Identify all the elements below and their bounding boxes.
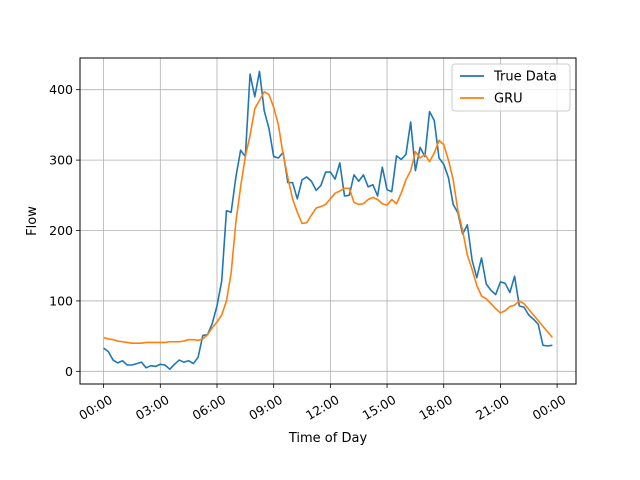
x-tick-label: 06:00 xyxy=(190,392,229,423)
x-tick-label: 00:00 xyxy=(530,392,569,423)
y-tick-label: 400 xyxy=(49,82,73,97)
x-tick-label: 15:00 xyxy=(360,392,399,423)
legend-label: True Data xyxy=(493,70,557,85)
x-tick-label: 00:00 xyxy=(76,392,115,423)
x-axis-label: Time of Day xyxy=(288,431,368,446)
y-tick-label: 100 xyxy=(49,293,73,308)
legend: True Data GRU xyxy=(451,63,571,112)
y-axis-label: Flow xyxy=(25,206,40,236)
y-tick-label: 200 xyxy=(49,223,73,238)
series-line-gru xyxy=(103,91,553,344)
series-layer xyxy=(103,70,553,371)
x-tick-label: 12:00 xyxy=(303,392,342,423)
x-axis-ticks: 00:00 03:00 06:00 09:00 12:00 15:00 18:00 21:00… xyxy=(76,384,568,423)
y-tick-label: 0 xyxy=(65,364,73,379)
plot-frame xyxy=(79,57,577,385)
legend-label: GRU xyxy=(494,92,523,107)
x-tick-label: 03:00 xyxy=(133,392,172,423)
x-tick-label: 18:00 xyxy=(416,392,455,423)
x-tick-label: 21:00 xyxy=(473,392,512,423)
series-line-true-data xyxy=(103,70,553,371)
y-axis-ticks: 0 100 200 300 400 xyxy=(49,82,80,379)
x-tick-label: 09:00 xyxy=(246,392,285,423)
y-tick-label: 300 xyxy=(49,153,73,168)
